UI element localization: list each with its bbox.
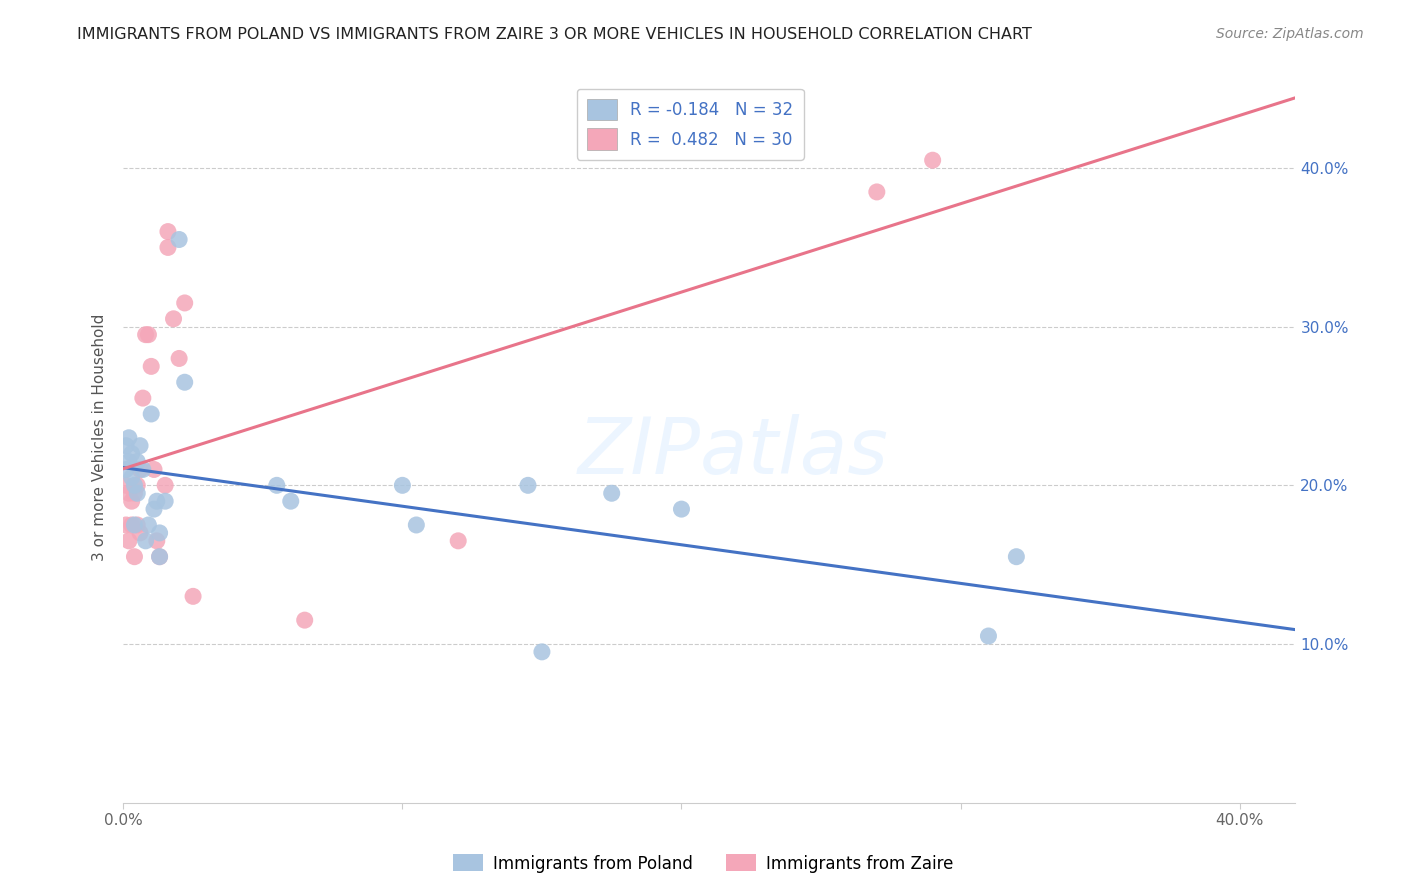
Point — [156, 225, 179, 239]
Point — [127, 454, 149, 468]
Text: ZIPatlas: ZIPatlas — [578, 415, 889, 491]
Point — [124, 518, 146, 533]
Point — [149, 549, 172, 564]
Point — [135, 533, 157, 548]
Point — [447, 533, 470, 548]
Point — [153, 494, 176, 508]
Point — [671, 502, 693, 516]
Point — [115, 518, 138, 533]
Point — [124, 549, 146, 564]
Point — [118, 431, 141, 445]
Point — [132, 462, 155, 476]
Point — [162, 311, 184, 326]
Point — [153, 478, 176, 492]
Point — [167, 351, 190, 366]
Point — [173, 376, 195, 390]
Point — [138, 327, 160, 342]
Point — [127, 518, 149, 533]
Point — [173, 296, 195, 310]
Point — [127, 486, 149, 500]
Point — [118, 533, 141, 548]
Point — [143, 462, 166, 476]
Point — [127, 478, 149, 492]
Point — [141, 359, 163, 374]
Point — [517, 478, 540, 492]
Point — [118, 486, 141, 500]
Point — [121, 518, 143, 533]
Point — [138, 518, 160, 533]
Point — [146, 494, 169, 508]
Point — [132, 391, 155, 405]
Text: Source: ZipAtlas.com: Source: ZipAtlas.com — [1216, 27, 1364, 41]
Point — [266, 478, 288, 492]
Point — [156, 240, 179, 254]
Point — [129, 439, 152, 453]
Point — [115, 462, 138, 476]
Point — [146, 533, 169, 548]
Point — [530, 645, 553, 659]
Point — [391, 478, 413, 492]
Point — [600, 486, 623, 500]
Point — [143, 502, 166, 516]
Point — [977, 629, 1000, 643]
Point — [124, 478, 146, 492]
Point — [181, 590, 204, 604]
Point — [124, 486, 146, 500]
Point — [167, 233, 190, 247]
Point — [280, 494, 302, 508]
Point — [129, 525, 152, 540]
Point — [149, 549, 172, 564]
Legend: Immigrants from Poland, Immigrants from Zaire: Immigrants from Poland, Immigrants from … — [446, 847, 960, 880]
Point — [405, 518, 427, 533]
Point — [115, 478, 138, 492]
Point — [115, 439, 138, 453]
Y-axis label: 3 or more Vehicles in Household: 3 or more Vehicles in Household — [93, 314, 107, 561]
Point — [129, 462, 152, 476]
Point — [921, 153, 943, 168]
Point — [121, 494, 143, 508]
Text: IMMIGRANTS FROM POLAND VS IMMIGRANTS FROM ZAIRE 3 OR MORE VEHICLES IN HOUSEHOLD : IMMIGRANTS FROM POLAND VS IMMIGRANTS FRO… — [77, 27, 1032, 42]
Point — [294, 613, 316, 627]
Point — [135, 327, 157, 342]
Legend: R = -0.184   N = 32, R =  0.482   N = 30: R = -0.184 N = 32, R = 0.482 N = 30 — [576, 88, 803, 160]
Point — [121, 470, 143, 484]
Point — [141, 407, 163, 421]
Point — [118, 454, 141, 468]
Point — [121, 447, 143, 461]
Point — [866, 185, 889, 199]
Point — [1005, 549, 1028, 564]
Point — [149, 525, 172, 540]
